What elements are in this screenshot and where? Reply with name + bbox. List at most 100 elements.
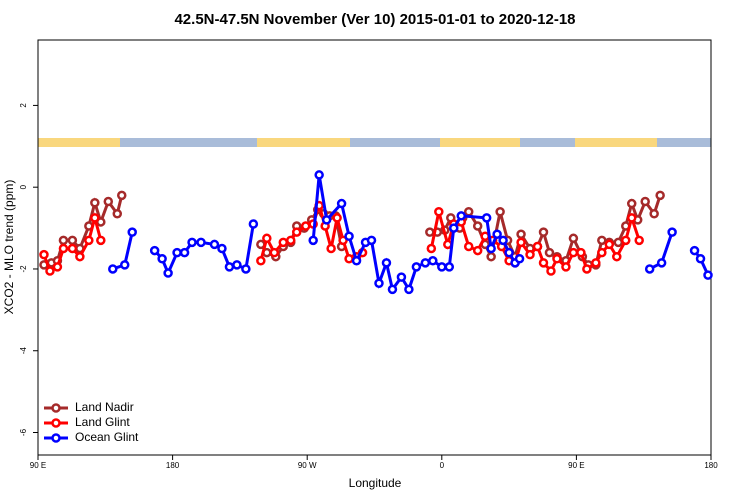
legend-entry: Ocean Glint <box>44 430 139 444</box>
data-point <box>634 235 644 246</box>
y-tick-label: 2 <box>19 103 28 108</box>
data-point <box>119 260 130 270</box>
data-point <box>411 262 422 272</box>
data-point <box>149 245 160 256</box>
data-point <box>538 258 549 268</box>
x-tick-label: 90 E <box>568 461 584 470</box>
data-point <box>504 247 514 258</box>
data-point <box>538 227 549 237</box>
data-point <box>84 235 94 246</box>
data-point <box>127 227 137 237</box>
data-point <box>67 235 78 246</box>
data-point <box>172 247 182 258</box>
data-point <box>472 221 483 231</box>
data-point <box>656 258 667 268</box>
data-point <box>552 253 562 264</box>
data-point <box>366 235 377 246</box>
data-point <box>262 233 272 244</box>
data-point <box>217 243 227 254</box>
data-point <box>278 237 289 248</box>
data-point <box>187 237 197 248</box>
y-tick-label: 0 <box>19 184 28 189</box>
data-point <box>597 247 607 258</box>
data-point <box>568 233 579 244</box>
data-point <box>338 235 348 246</box>
data-point <box>351 256 362 266</box>
data-point <box>434 206 444 217</box>
data-point <box>667 227 677 237</box>
data-point <box>96 235 106 246</box>
legend-label: Land Nadir <box>75 400 134 414</box>
data-point <box>472 245 483 256</box>
chart-title: 42.5N-47.5N November (Ver 10) 2015-01-01… <box>174 11 575 28</box>
data-point <box>387 284 398 295</box>
data-point <box>703 270 713 280</box>
data-point <box>544 247 555 258</box>
data-point <box>314 170 324 180</box>
data-point <box>300 221 311 231</box>
data-point <box>649 209 659 219</box>
data-point <box>67 243 78 254</box>
data-point <box>689 245 700 256</box>
y-axis-label: XCO2 - MLO trend (ppm) <box>2 180 16 315</box>
data-point <box>644 264 655 274</box>
x-tick-label: 180 <box>704 461 718 470</box>
data-point <box>516 237 526 248</box>
data-point <box>248 219 259 229</box>
data-point <box>321 215 332 225</box>
data-point <box>626 213 637 223</box>
data-point <box>612 251 622 262</box>
data-point <box>374 278 384 289</box>
data-point <box>546 266 556 276</box>
data-point <box>163 268 173 278</box>
data-point <box>224 262 235 272</box>
data-point <box>576 247 586 258</box>
data-point <box>326 243 336 254</box>
data-point <box>157 253 167 264</box>
data-point <box>516 229 526 239</box>
data-point <box>336 198 347 209</box>
legend-marker <box>51 403 61 413</box>
data-point <box>396 272 407 282</box>
data-point <box>463 206 474 217</box>
data-point <box>308 235 318 246</box>
data-point <box>241 264 251 274</box>
data-point <box>655 190 665 201</box>
data-point <box>525 249 535 260</box>
data-point <box>39 249 49 260</box>
y-tick-label: -4 <box>19 347 28 355</box>
x-tick-label: 0 <box>440 461 445 470</box>
data-point <box>425 227 435 237</box>
x-tick-label: 90 E <box>30 461 46 470</box>
land-band <box>440 138 520 147</box>
data-point <box>108 264 118 274</box>
x-tick-label: 180 <box>166 461 180 470</box>
data-point <box>640 196 650 207</box>
data-point <box>582 264 592 274</box>
data-point <box>449 223 459 233</box>
data-point <box>179 247 190 258</box>
ocean-band <box>38 138 711 147</box>
data-point <box>45 266 55 276</box>
land-band <box>257 138 350 147</box>
data-point <box>486 243 496 254</box>
data-point <box>404 284 414 295</box>
data-point <box>103 196 114 207</box>
legend-marker <box>51 433 61 443</box>
land-band <box>575 138 657 147</box>
data-point <box>112 209 123 219</box>
data-point <box>381 258 392 268</box>
data-point <box>332 213 342 223</box>
data-point <box>75 251 85 262</box>
legend-label: Ocean Glint <box>75 430 139 444</box>
data-point <box>291 227 302 237</box>
data-point <box>232 260 242 270</box>
legend-marker <box>51 418 61 428</box>
data-point <box>58 243 69 254</box>
data-point <box>285 235 296 246</box>
data-point <box>492 229 502 239</box>
data-point <box>514 253 525 264</box>
data-point <box>209 239 220 250</box>
data-point <box>90 197 100 208</box>
